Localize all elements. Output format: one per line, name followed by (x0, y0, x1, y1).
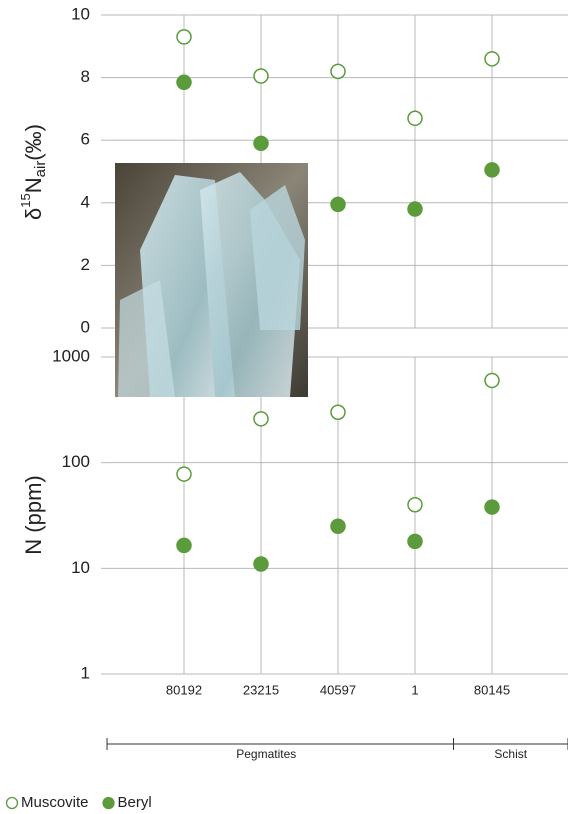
data-point (177, 467, 191, 481)
group-label: Pegmatites (236, 747, 296, 761)
data-point (331, 64, 345, 78)
y-tick-label: 6 (81, 130, 90, 149)
y-tick-label: 1000 (52, 346, 90, 365)
data-point (408, 111, 422, 125)
group-label: Schist (494, 747, 527, 761)
y-axis-label-part: δ (21, 208, 46, 220)
legend-label: Muscovite (21, 794, 89, 811)
data-point (408, 534, 422, 548)
data-point (331, 197, 345, 211)
y-axis-label-part: air (32, 161, 49, 178)
y-tick-label: 0 (81, 317, 90, 336)
y-tick-label: 1 (81, 663, 90, 682)
data-point (485, 52, 499, 66)
data-point (485, 500, 499, 514)
y-axis-label-part: N (21, 177, 46, 193)
legend-marker (7, 798, 18, 809)
data-point (177, 30, 191, 44)
x-tick-label: 23215 (243, 682, 279, 697)
data-point (408, 202, 422, 216)
x-tick-label: 40597 (320, 682, 356, 697)
data-point (177, 538, 191, 552)
y-tick-label: 10 (71, 4, 90, 23)
x-tick-label: 1 (411, 682, 418, 697)
y-tick-label: 2 (81, 255, 90, 274)
legend-marker (103, 798, 114, 809)
data-point (254, 69, 268, 83)
legend-label: Beryl (118, 794, 152, 811)
labels: 0 2 4 6 8 10 δ15Nair(‰) 1 10 100 1000 N (ppm) 80192 2… (7, 4, 568, 810)
y-tick-label: 8 (81, 67, 90, 86)
mineral-photo (115, 163, 308, 397)
y-tick-label: 100 (62, 452, 90, 471)
data-point (177, 75, 191, 89)
y-axis-label-part: 15 (18, 193, 33, 207)
y-axis-label: N (ppm) (21, 475, 46, 554)
y-axis-label: δ15Nair(‰) (18, 124, 49, 220)
y-tick-label: 4 (81, 192, 90, 211)
y-tick-label: 10 (71, 558, 90, 577)
data-point (408, 498, 422, 512)
data-point (485, 163, 499, 177)
data-point (254, 412, 268, 426)
data-point (331, 519, 345, 533)
data-point (485, 373, 499, 387)
data-point (331, 405, 345, 419)
data-point (254, 136, 268, 150)
y-axis-label-part: (‰) (21, 124, 46, 161)
x-tick-label: 80192 (166, 682, 202, 697)
chart: 0 2 4 6 8 10 δ15Nair(‰) 1 10 100 1000 N (ppm) 80192 2… (0, 0, 568, 814)
data-point (254, 557, 268, 571)
x-tick-label: 80145 (474, 682, 510, 697)
